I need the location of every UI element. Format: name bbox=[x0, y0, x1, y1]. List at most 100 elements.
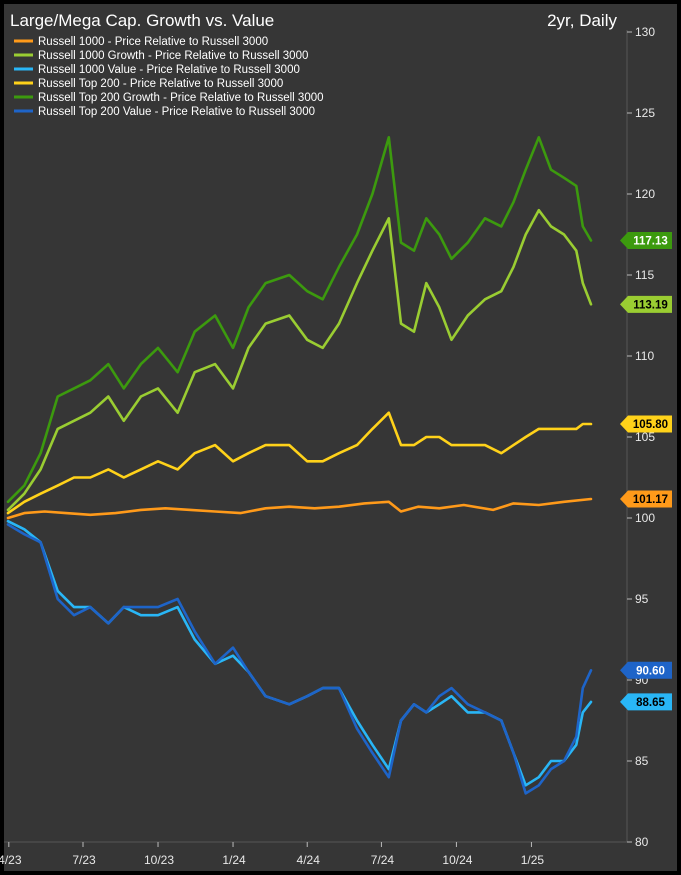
data-point bbox=[7, 512, 9, 514]
data-point bbox=[140, 606, 142, 608]
data-point bbox=[232, 647, 234, 649]
chart-subtitle: 2yr, Daily bbox=[547, 11, 617, 30]
data-point bbox=[164, 507, 166, 509]
data-point bbox=[590, 423, 592, 425]
data-point bbox=[400, 510, 402, 513]
data-point bbox=[239, 512, 241, 514]
data-point bbox=[157, 614, 159, 616]
data-point bbox=[388, 768, 390, 770]
legend: Russell 1000 - Price Relative to Russell… bbox=[14, 36, 324, 118]
legend-label: Russell Top 200 - Price Relative to Russ… bbox=[38, 78, 283, 90]
data-point bbox=[582, 687, 584, 689]
data-point bbox=[500, 452, 502, 454]
data-point bbox=[232, 347, 234, 349]
data-point bbox=[306, 695, 308, 697]
data-point bbox=[123, 387, 125, 389]
last-value-label: 88.65 bbox=[636, 697, 665, 709]
data-point bbox=[247, 671, 250, 673]
data-point bbox=[338, 323, 340, 325]
last-value-tag bbox=[620, 661, 672, 679]
data-point bbox=[500, 225, 502, 227]
data-point bbox=[438, 703, 440, 705]
data-point bbox=[371, 752, 374, 754]
data-point bbox=[371, 250, 374, 252]
data-point bbox=[140, 363, 142, 365]
y-tick-label: 120 bbox=[635, 187, 655, 201]
data-point bbox=[232, 655, 234, 657]
data-point bbox=[525, 169, 527, 171]
data-point bbox=[550, 169, 552, 171]
data-point bbox=[288, 314, 290, 317]
data-point bbox=[582, 711, 584, 714]
data-point bbox=[400, 323, 402, 325]
data-point bbox=[322, 460, 324, 462]
data-point bbox=[450, 258, 453, 260]
x-tick-label: 7/23 bbox=[72, 853, 96, 867]
data-point bbox=[388, 501, 390, 503]
data-point bbox=[73, 476, 75, 479]
data-point bbox=[194, 371, 196, 373]
data-point bbox=[322, 298, 324, 300]
data-point bbox=[265, 444, 267, 446]
data-point bbox=[176, 606, 179, 608]
data-point bbox=[57, 428, 59, 430]
last-value-tag bbox=[620, 295, 672, 313]
data-point bbox=[194, 452, 196, 454]
data-point bbox=[7, 520, 9, 522]
data-point bbox=[538, 504, 540, 506]
data-point bbox=[563, 760, 565, 762]
data-point bbox=[575, 428, 577, 430]
legend-label: Russell Top 200 Growth - Price Relative … bbox=[38, 92, 324, 104]
data-point bbox=[247, 306, 250, 308]
data-point bbox=[371, 193, 374, 195]
data-point bbox=[140, 614, 142, 616]
data-point bbox=[107, 468, 109, 470]
x-tick-label: 10/24 bbox=[442, 853, 472, 867]
y-tick-label: 100 bbox=[635, 511, 655, 525]
data-point bbox=[89, 412, 91, 414]
data-point bbox=[512, 266, 515, 268]
data-point bbox=[265, 695, 267, 697]
data-point bbox=[425, 282, 427, 284]
y-tick-label: 125 bbox=[635, 106, 655, 120]
data-point bbox=[525, 233, 527, 236]
data-point bbox=[463, 504, 465, 506]
data-point bbox=[438, 233, 440, 236]
data-point bbox=[123, 606, 125, 608]
data-point bbox=[484, 444, 486, 446]
y-tick-label: 110 bbox=[635, 349, 654, 363]
data-point bbox=[306, 460, 308, 462]
data-point bbox=[194, 331, 196, 333]
data-point bbox=[538, 209, 540, 211]
data-point bbox=[214, 510, 216, 513]
data-point bbox=[57, 598, 59, 600]
data-point bbox=[467, 444, 469, 446]
data-point bbox=[288, 444, 290, 446]
data-point bbox=[413, 444, 415, 446]
data-point bbox=[23, 512, 25, 514]
data-point bbox=[40, 493, 42, 495]
data-point bbox=[40, 541, 42, 543]
data-point bbox=[7, 523, 9, 526]
y-tick-label: 115 bbox=[635, 268, 654, 282]
data-point bbox=[107, 395, 109, 398]
data-point bbox=[107, 363, 109, 365]
data-point bbox=[575, 185, 577, 187]
data-point bbox=[417, 506, 419, 508]
data-point bbox=[265, 507, 267, 509]
data-point bbox=[115, 512, 117, 514]
legend-label: Russell 1000 - Price Relative to Russell… bbox=[38, 36, 268, 48]
data-point bbox=[57, 485, 59, 487]
data-point bbox=[288, 506, 290, 508]
series-layer bbox=[6, 136, 593, 795]
data-point bbox=[306, 290, 308, 292]
data-point bbox=[450, 339, 453, 341]
data-point bbox=[194, 638, 196, 641]
data-point bbox=[288, 703, 290, 705]
data-point bbox=[157, 460, 159, 462]
data-point bbox=[512, 752, 515, 754]
data-point bbox=[73, 387, 75, 389]
data-point bbox=[65, 512, 67, 514]
data-point bbox=[512, 502, 515, 505]
